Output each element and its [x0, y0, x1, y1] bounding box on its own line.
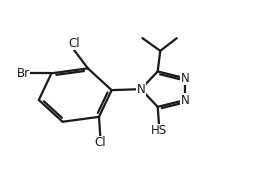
Text: Br: Br: [17, 67, 30, 80]
Text: Cl: Cl: [68, 37, 79, 50]
Text: N: N: [136, 83, 145, 96]
Text: HS: HS: [150, 124, 166, 137]
Text: Cl: Cl: [94, 136, 106, 149]
Text: N: N: [180, 93, 188, 107]
Text: N: N: [180, 72, 188, 85]
